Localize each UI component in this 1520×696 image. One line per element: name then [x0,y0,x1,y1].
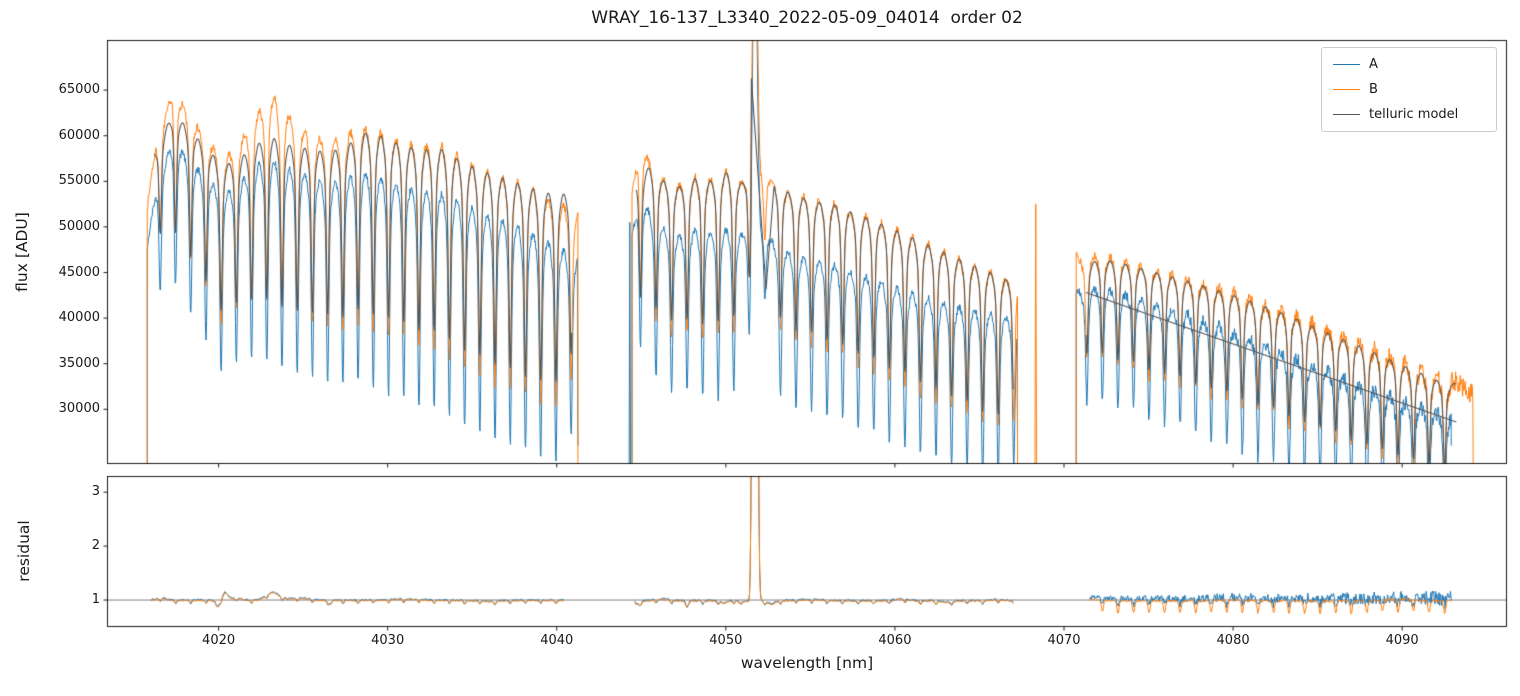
y-axis-label-flux: flux [ADU] [13,212,31,292]
y-tick-label-residual: 3 [91,484,100,500]
x-axis-label: wavelength [nm] [740,654,874,672]
legend-label: B [1369,82,1378,97]
legend-label: A [1369,57,1378,72]
x-tick-label: 4060 [878,633,912,648]
y-tick-label-flux: 65000 [58,82,100,98]
y-tick-label-flux: 30000 [58,401,100,417]
legend-entry: telluric model [1333,107,1485,122]
y-tick-label-flux: 60000 [58,127,100,143]
y-tick-label-residual: 2 [91,538,100,554]
legend-entry: A [1333,57,1485,72]
y-tick-label-residual: 1 [91,592,100,608]
x-tick-label: 4050 [709,633,743,648]
x-tick-label: 4070 [1047,633,1081,648]
x-tick-label: 4020 [202,633,236,648]
y-tick-label-flux: 35000 [58,355,100,371]
x-tick-label: 4040 [540,633,574,648]
x-tick-label: 4030 [371,633,405,648]
y-tick-label-flux: 55000 [58,173,100,189]
legend-line-telluric-model [1333,114,1360,115]
y-tick-label-flux: 40000 [58,310,100,326]
x-tick-label: 4090 [1385,633,1419,648]
legend-entry: B [1333,82,1485,97]
x-tick-label: 4080 [1216,633,1250,648]
legend-line-A [1333,64,1360,65]
y-tick-label-flux: 50000 [58,218,100,234]
y-axis-label-residual: residual [15,520,33,582]
y-tick-label-flux: 45000 [58,264,100,280]
legend-line-B [1333,89,1360,90]
legend-label: telluric model [1369,107,1459,122]
chart-title: WRAY_16-137_L3340_2022-05-09_04014 order… [591,8,1023,28]
